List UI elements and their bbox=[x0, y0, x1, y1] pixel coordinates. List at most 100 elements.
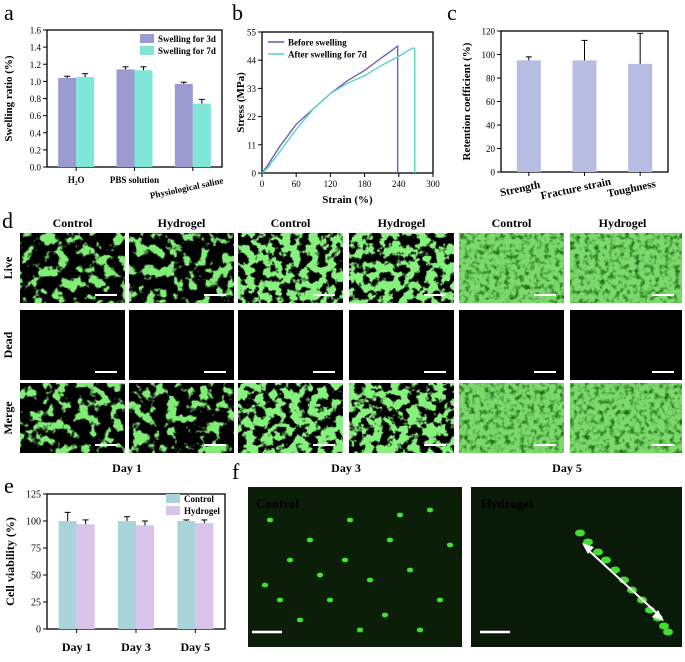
e-bar-hydrogel bbox=[195, 523, 214, 629]
e-legend-swatch bbox=[166, 506, 180, 515]
e-bar-hydrogel bbox=[136, 525, 154, 629]
c-xtick-label: Fracture strain bbox=[540, 176, 613, 203]
b-xtick-label: 60 bbox=[292, 179, 302, 189]
f-control-image bbox=[248, 487, 462, 647]
e-y-axis-label: Cell viability (%) bbox=[3, 517, 17, 606]
f-control-label: Control bbox=[256, 496, 299, 511]
f-control-cell bbox=[261, 582, 269, 588]
d-dead-cell-texture bbox=[20, 310, 125, 380]
b-xtick-label: 300 bbox=[426, 179, 440, 189]
a-bar-7d bbox=[192, 103, 211, 167]
f-control-cell bbox=[316, 572, 324, 578]
b-xtick-label: 240 bbox=[392, 179, 406, 189]
e-legend-label: Hydrogel bbox=[184, 506, 220, 516]
f-control-cell bbox=[416, 627, 424, 633]
c-bar bbox=[516, 60, 541, 172]
e-ytick-label: 100 bbox=[26, 517, 41, 528]
a-bar-7d bbox=[134, 70, 153, 167]
f-control-cell bbox=[276, 597, 284, 603]
f-hydrogel-image bbox=[471, 487, 682, 647]
f-control-cell bbox=[341, 557, 349, 563]
a-bar-3d bbox=[174, 83, 193, 167]
d-row-label: Dead bbox=[1, 331, 15, 358]
f-arrow-line bbox=[585, 547, 661, 617]
b-legend-label: Before swelling bbox=[288, 38, 347, 48]
c-ytick-label: 80 bbox=[486, 74, 496, 84]
a-ytick-label: 0.8 bbox=[30, 94, 42, 104]
f-control-cell bbox=[396, 512, 404, 518]
e-ytick-label: 25 bbox=[31, 598, 41, 609]
d-live-cell-texture bbox=[459, 233, 564, 303]
d-day-label: Day 3 bbox=[331, 461, 361, 475]
chart-b-stress-strain: 0 11 22 33 44 55 0 60 120 180 240 300 Strain (%) Stre… bbox=[235, 28, 440, 207]
a-ytick-label: 0.2 bbox=[30, 145, 41, 155]
f-arrow-head-start bbox=[582, 543, 594, 554]
a-bar-3d bbox=[116, 69, 135, 167]
e-ytick-label: 0 bbox=[36, 625, 41, 636]
a-bar-3d bbox=[58, 77, 77, 167]
a-ytick-label: 0.4 bbox=[30, 128, 42, 138]
a-legend-label: Swelling for 3d bbox=[158, 34, 216, 44]
b-y-axis-label: Stress (MPa) bbox=[235, 72, 247, 133]
a-y-axis-label: Swelling ratio (%) bbox=[3, 55, 15, 141]
d-column-label: Control bbox=[492, 216, 532, 230]
d-day-label: Day 1 bbox=[112, 461, 142, 475]
f-control-cell bbox=[366, 577, 374, 583]
a-ytick-label: 1.6 bbox=[30, 26, 42, 36]
a-legend-swatch bbox=[140, 46, 154, 55]
f-control-cell bbox=[326, 597, 334, 603]
f-hydrogel-cell bbox=[583, 538, 593, 546]
e-bar-control bbox=[177, 521, 196, 629]
f-hydrogel-label: Hydrogel bbox=[481, 496, 533, 511]
e-bar-hydrogel bbox=[76, 524, 95, 629]
a-xtick-label: Physiological saline bbox=[149, 175, 224, 200]
c-ytick-label: 40 bbox=[486, 121, 496, 131]
a-bar-7d bbox=[76, 77, 95, 167]
d-dead-cell-texture bbox=[238, 310, 343, 380]
b-legend-label: After swelling for 7d bbox=[288, 50, 367, 60]
d-column-label: Hydrogel bbox=[599, 216, 647, 230]
e-xtick-label: Day 5 bbox=[180, 640, 210, 654]
b-series-line-before bbox=[261, 44, 399, 174]
d-live-cell-texture bbox=[129, 383, 234, 453]
b-ytick-label: 0 bbox=[252, 169, 257, 179]
e-legend-label: Control bbox=[184, 494, 214, 504]
b-x-axis-label: Strain (%) bbox=[322, 194, 373, 206]
e-xtick-label: Day 3 bbox=[121, 640, 151, 654]
b-ytick-label: 33 bbox=[247, 84, 257, 94]
d-column-label: Hydrogel bbox=[378, 216, 426, 230]
b-xtick-label: 180 bbox=[358, 179, 372, 189]
e-bar-control bbox=[58, 521, 77, 629]
f-control-cell bbox=[356, 627, 364, 633]
c-xtick-label: Toughness bbox=[606, 178, 657, 200]
f-control-cell bbox=[426, 507, 434, 513]
chart-c-retention: 0 20 40 60 80 100 120 Retention coefficient (%)… bbox=[461, 27, 669, 203]
b-plot-frame bbox=[261, 31, 434, 174]
d-day-label: Day 5 bbox=[552, 461, 582, 475]
d-live-cell-texture bbox=[129, 233, 234, 303]
d-row-label: Live bbox=[1, 256, 15, 279]
panel-letter-f: f bbox=[232, 459, 240, 484]
chart-e-cell-viability: 0 25 50 75 100 125 Cell viability (%) Day 1 Day … bbox=[3, 490, 226, 654]
e-ytick-label: 125 bbox=[26, 490, 41, 501]
c-bar bbox=[628, 63, 653, 172]
b-ytick-label: 11 bbox=[247, 140, 256, 150]
c-y-axis-label: Retention coefficient (%) bbox=[461, 42, 473, 160]
d-dead-cell-texture bbox=[349, 310, 454, 380]
d-dead-cell-texture bbox=[459, 310, 564, 380]
d-live-cell-texture bbox=[20, 233, 125, 303]
f-hydrogel-cell bbox=[593, 548, 603, 556]
e-legend-swatch bbox=[166, 494, 180, 503]
c-ytick-label: 0 bbox=[491, 168, 496, 178]
d-live-cell-texture bbox=[238, 383, 343, 453]
f-control-cell bbox=[266, 517, 274, 523]
a-ytick-label: 0.0 bbox=[30, 163, 42, 173]
d-dead-cell-texture bbox=[570, 310, 682, 380]
b-ytick-label: 22 bbox=[247, 112, 256, 122]
e-xtick-label: Day 1 bbox=[62, 640, 92, 654]
d-row-label: Merge bbox=[1, 401, 15, 435]
f-control-cell bbox=[436, 597, 444, 603]
f-arrow-head-end bbox=[652, 610, 664, 621]
d-live-cell-texture bbox=[570, 233, 682, 303]
d-live-cell-texture bbox=[349, 233, 454, 303]
